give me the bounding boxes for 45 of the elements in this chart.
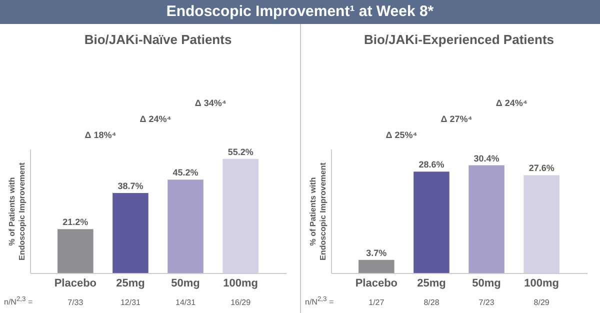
text: Δ 34%⁴ [194, 98, 226, 108]
x-tick-label: 50mg [171, 278, 200, 290]
x-tick-label: 25mg [116, 278, 145, 290]
x-tick-label: Placebo [54, 278, 97, 290]
data-label: 28.6% [418, 160, 444, 170]
y-axis-title: % of Patients with Endoscopic Improvement [8, 162, 26, 260]
text: 14/31 [176, 298, 196, 307]
x-tick-label: 50mg [472, 278, 501, 290]
text: Δ 25%⁴ [386, 130, 418, 140]
text: Δ 18%⁴ [84, 130, 116, 140]
bar [222, 158, 258, 273]
text: 7/33 [68, 298, 84, 307]
x-tick-label: 25mg [417, 278, 446, 290]
data-label: 45.2% [172, 168, 198, 178]
bar [168, 180, 204, 273]
text: Δ 27%⁴ [440, 114, 472, 124]
chart-title: Endoscopic Improvement¹ at Week 8* [0, 0, 600, 24]
text: Δ 24%⁴ [140, 114, 172, 124]
y-axis-title: % of Patients with Endoscopic Improvement [308, 162, 328, 260]
data-label: 3.7% [366, 248, 387, 258]
text: 16/29 [230, 298, 252, 307]
bar [112, 193, 148, 273]
chart-subtitle: Bio/JAKi-Naïve Patients [84, 32, 232, 47]
text: 8/29 [534, 298, 550, 307]
text: Δ 24%⁴ [496, 98, 528, 108]
bar [58, 229, 94, 273]
bar [358, 260, 394, 273]
data-label: 55.2% [228, 146, 254, 157]
data-label: 38.7% [118, 181, 144, 192]
text: 7/23 [478, 298, 495, 307]
text: n/N$^{2,3}$ = [4, 296, 33, 307]
chart-subtitle: Bio/JAKi-Experienced Patients [364, 32, 554, 47]
bar [524, 175, 560, 273]
text: 1/27 [368, 298, 385, 307]
data-label: 30.4% [474, 153, 500, 164]
bar [414, 172, 450, 273]
text: n/N$^{2,3}$ = [305, 296, 334, 307]
data-label: 27.6% [528, 163, 554, 174]
text: 12/31 [120, 298, 142, 307]
bar [468, 165, 504, 273]
x-tick-label: 100mg [223, 278, 258, 290]
text: 8/28 [424, 298, 440, 307]
x-tick-label: 100mg [524, 278, 560, 290]
data-label: 21.2% [62, 217, 88, 228]
x-tick-label: Placebo [355, 278, 398, 290]
